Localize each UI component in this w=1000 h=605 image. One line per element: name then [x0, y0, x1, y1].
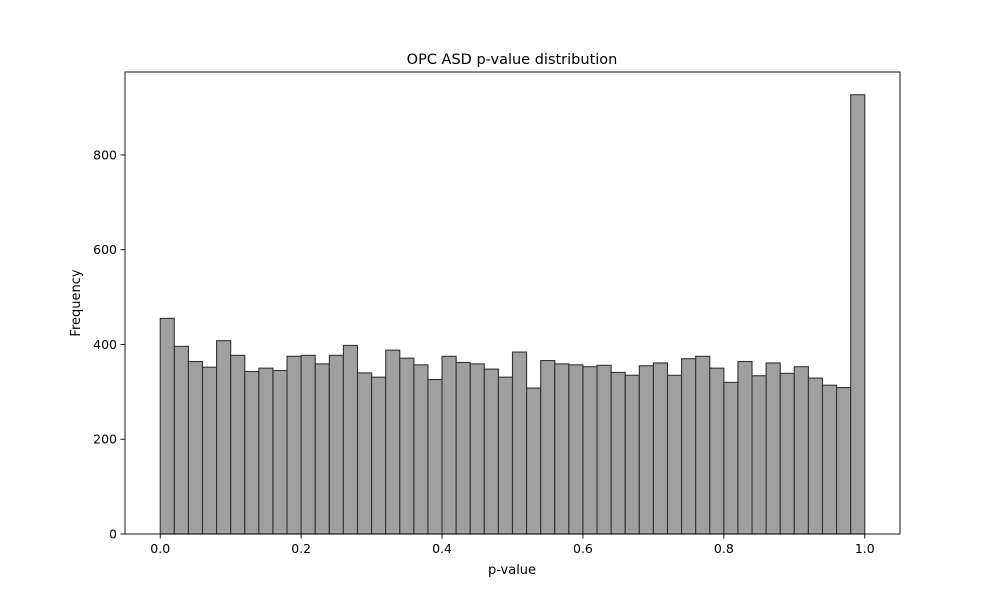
- x-tick-label: 0.4: [432, 541, 452, 556]
- histogram-bar: [371, 376, 387, 535]
- x-tick-label: 0.8: [714, 541, 734, 556]
- y-tick-label: 0: [109, 527, 117, 542]
- histogram-bar: [187, 360, 204, 535]
- histogram-bar: [624, 374, 640, 535]
- histogram-bar: [751, 375, 767, 535]
- x-tick-label: 0.2: [291, 541, 311, 556]
- histogram-bar: [568, 364, 584, 535]
- histogram-bar: [159, 317, 175, 535]
- histogram-bar: [610, 371, 626, 535]
- histogram-bar: [497, 376, 514, 535]
- histogram-bar: [723, 381, 739, 535]
- histogram-bar: [638, 365, 654, 535]
- histogram-bar: [258, 367, 274, 535]
- histogram-bar: [821, 384, 838, 535]
- x-axis: 0.0 0.2 0.4 0.6 0.8 1.0: [150, 534, 875, 556]
- histogram-bar: [469, 363, 485, 535]
- histogram-bar: [779, 372, 795, 535]
- histogram-bar: [582, 366, 598, 535]
- histogram-bar: [681, 358, 697, 535]
- x-tick-label: 0.0: [150, 541, 170, 556]
- histogram-bar: [328, 354, 344, 535]
- histogram-bar: [427, 378, 443, 535]
- chart-title: OPC ASD p-value distribution: [407, 52, 618, 68]
- histogram-bar: [413, 364, 429, 535]
- histogram-bar: [554, 363, 570, 535]
- histogram-bar: [793, 366, 809, 535]
- histogram-bar: [765, 362, 781, 535]
- plot-frame: [124, 71, 901, 535]
- histogram-bar: [173, 345, 189, 535]
- histogram-bar: [709, 367, 725, 535]
- y-tick-label: 200: [93, 432, 117, 447]
- histogram-bar: [342, 344, 359, 535]
- histogram-bar: [850, 94, 866, 535]
- histogram-bar: [399, 357, 415, 535]
- histogram-bar: [300, 354, 316, 535]
- histogram-bar: [737, 360, 753, 535]
- histogram-bar: [244, 370, 260, 535]
- histogram-bar: [230, 354, 246, 535]
- histogram-bar: [441, 355, 457, 535]
- y-tick-label: 600: [93, 242, 117, 257]
- histogram-bar: [483, 368, 499, 535]
- histogram-bar: [272, 369, 288, 535]
- histogram-bar: [652, 362, 669, 535]
- histogram-bar: [356, 372, 373, 535]
- histogram-bar: [596, 364, 612, 535]
- y-tick-label: 400: [93, 337, 117, 352]
- y-axis: 0 200 400 600 800: [93, 147, 125, 542]
- histogram-bar: [540, 360, 556, 535]
- histogram-bar: [526, 387, 542, 535]
- histogram-bar: [807, 377, 824, 535]
- histogram-bar: [836, 387, 852, 535]
- histogram-bar: [455, 361, 471, 535]
- histogram-bar: [216, 340, 232, 535]
- x-tick-label: 0.6: [573, 541, 593, 556]
- histogram-bar: [314, 363, 330, 535]
- histogram-bar: [511, 351, 528, 535]
- histogram-bar: [286, 355, 302, 535]
- histogram-bar: [666, 374, 683, 535]
- bars-group: [159, 94, 866, 535]
- histogram-bar: [385, 349, 401, 535]
- histogram-bar: [695, 355, 711, 535]
- y-axis-label: Frequency: [69, 269, 84, 336]
- x-tick-label: 1.0: [855, 541, 875, 556]
- x-axis-label: p-value: [488, 563, 536, 578]
- histogram-bar: [201, 366, 218, 535]
- y-tick-label: 800: [93, 147, 117, 162]
